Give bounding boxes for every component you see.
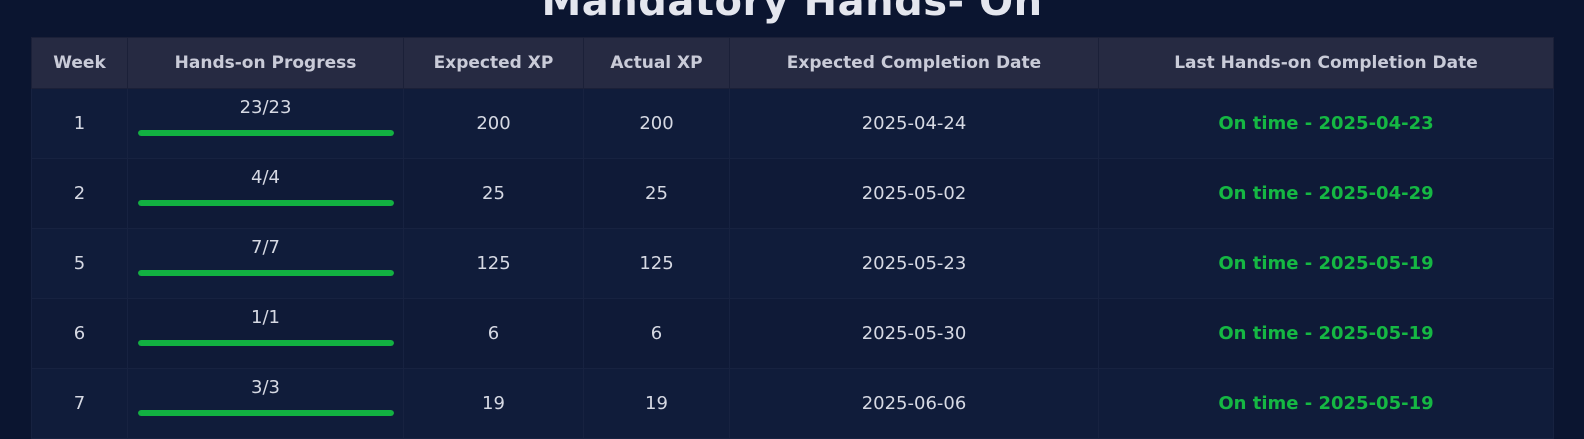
cell-actual-xp: 125 <box>583 228 730 299</box>
hands-on-table-container: Week Hands-on Progress Expected XP Actua… <box>31 37 1554 439</box>
cell-week: 2 <box>31 158 128 229</box>
progress-bar <box>137 270 394 276</box>
table-row: 2 4/4 25 25 2025-05-02 On time - 2025-04… <box>31 158 1554 229</box>
cell-progress: 1/1 <box>127 298 404 369</box>
header-expected-completion-date: Expected Completion Date <box>729 37 1099 89</box>
table-header-row: Week Hands-on Progress Expected XP Actua… <box>31 37 1554 89</box>
page-title: Mandatory Hands- On <box>541 0 1043 25</box>
progress-text: 3/3 <box>251 377 280 398</box>
cell-expected-date: 2025-05-02 <box>729 158 1099 229</box>
cell-last-completion-status: On time - 2025-04-23 <box>1098 88 1554 159</box>
progress-bar <box>137 200 394 206</box>
cell-week: 5 <box>31 228 128 299</box>
cell-progress: 7/7 <box>127 228 404 299</box>
cell-expected-xp: 25 <box>403 158 584 229</box>
table-row: 1 23/23 200 200 2025-04-24 On time - 202… <box>31 88 1554 159</box>
progress-bar <box>137 340 394 346</box>
cell-expected-xp: 6 <box>403 298 584 369</box>
cell-expected-date: 2025-05-30 <box>729 298 1099 369</box>
table-row: 5 7/7 125 125 2025-05-23 On time - 2025-… <box>31 228 1554 299</box>
cell-expected-date: 2025-06-06 <box>729 368 1099 439</box>
progress-text: 4/4 <box>251 167 280 188</box>
cell-week: 1 <box>31 88 128 159</box>
progress-bar <box>137 410 394 416</box>
cell-expected-xp: 200 <box>403 88 584 159</box>
cell-expected-xp: 125 <box>403 228 584 299</box>
cell-last-completion-status: On time - 2025-05-19 <box>1098 368 1554 439</box>
progress-bar-fill <box>137 200 394 206</box>
cell-expected-date: 2025-04-24 <box>729 88 1099 159</box>
table-row: 6 1/1 6 6 2025-05-30 On time - 2025-05-1… <box>31 298 1554 369</box>
cell-last-completion-status: On time - 2025-04-29 <box>1098 158 1554 229</box>
cell-actual-xp: 200 <box>583 88 730 159</box>
progress-text: 23/23 <box>239 97 292 118</box>
progress-bar-fill <box>137 340 394 346</box>
cell-actual-xp: 25 <box>583 158 730 229</box>
cell-week: 6 <box>31 298 128 369</box>
cell-actual-xp: 6 <box>583 298 730 369</box>
header-actual-xp: Actual XP <box>583 37 730 89</box>
hands-on-table: Week Hands-on Progress Expected XP Actua… <box>31 37 1554 439</box>
progress-bar <box>137 130 394 136</box>
progress-bar-fill <box>137 130 394 136</box>
cell-last-completion-status: On time - 2025-05-19 <box>1098 298 1554 369</box>
header-week: Week <box>31 37 128 89</box>
cell-actual-xp: 19 <box>583 368 730 439</box>
cell-last-completion-status: On time - 2025-05-19 <box>1098 228 1554 299</box>
cell-expected-date: 2025-05-23 <box>729 228 1099 299</box>
cell-progress: 4/4 <box>127 158 404 229</box>
progress-text: 1/1 <box>251 307 280 328</box>
progress-bar-fill <box>137 270 394 276</box>
header-hands-on-progress: Hands-on Progress <box>127 37 404 89</box>
table-row: 7 3/3 19 19 2025-06-06 On time - 2025-05… <box>31 368 1554 439</box>
cell-expected-xp: 19 <box>403 368 584 439</box>
cell-progress: 23/23 <box>127 88 404 159</box>
progress-text: 7/7 <box>251 237 280 258</box>
header-expected-xp: Expected XP <box>403 37 584 89</box>
cell-week: 7 <box>31 368 128 439</box>
header-last-completion-date: Last Hands-on Completion Date <box>1098 37 1554 89</box>
cell-progress: 3/3 <box>127 368 404 439</box>
progress-bar-fill <box>137 410 394 416</box>
